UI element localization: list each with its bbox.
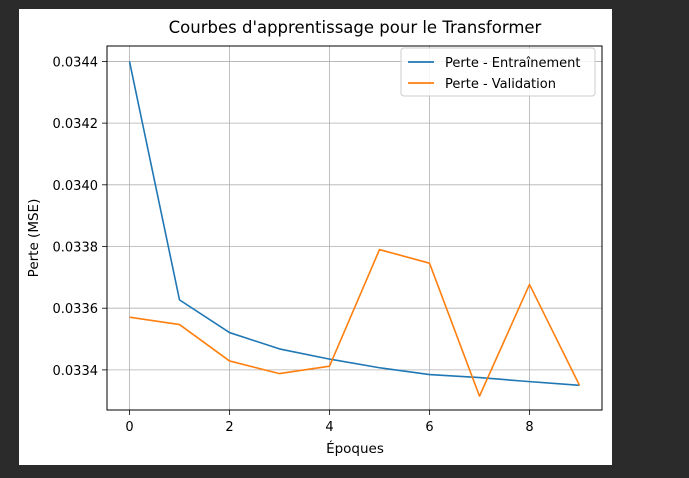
- x-tick-label: 8: [525, 420, 533, 435]
- chart-title: Courbes d'apprentissage pour le Transfor…: [169, 18, 542, 37]
- chart-legend: Perte - Entraînement Perte - Validation: [400, 47, 596, 97]
- grid-lines: [107, 46, 602, 410]
- plot-area-frame: [106, 45, 603, 411]
- y-tick-label: 0.0342: [53, 117, 99, 132]
- y-tick-label: 0.0338: [53, 241, 99, 256]
- training-loss-line: [128, 61, 580, 387]
- x-tick-label: 6: [425, 420, 433, 435]
- validation-loss-line: [129, 248, 581, 397]
- x-axis-label: Époques: [326, 440, 384, 457]
- line-chart: Courbes d'apprentissage pour le Transfor…: [26, 18, 603, 457]
- y-tick-label: 0.0336: [53, 302, 99, 317]
- series-layer: [128, 61, 581, 397]
- x-tick-label: 4: [325, 420, 333, 435]
- x-tick-label: 2: [225, 420, 233, 435]
- axis-ticks: 0 2 4 6 8 0.0334 0.0336 0.0338 0.0340 0.0342 0.034…: [53, 55, 534, 435]
- y-tick-label: 0.0344: [53, 55, 99, 70]
- legend-box: [400, 47, 596, 97]
- y-tick-label: 0.0340: [53, 179, 99, 194]
- y-tick-label: 0.0334: [53, 364, 99, 379]
- y-axis-label: Perte (MSE): [26, 199, 42, 278]
- legend-entry-label: Perte - Entraînement: [445, 56, 580, 71]
- legend-entry-label: Perte - Validation: [445, 77, 556, 92]
- figure-canvas: Courbes d'apprentissage pour le Transfor…: [19, 9, 612, 465]
- x-tick-label: 0: [125, 420, 133, 435]
